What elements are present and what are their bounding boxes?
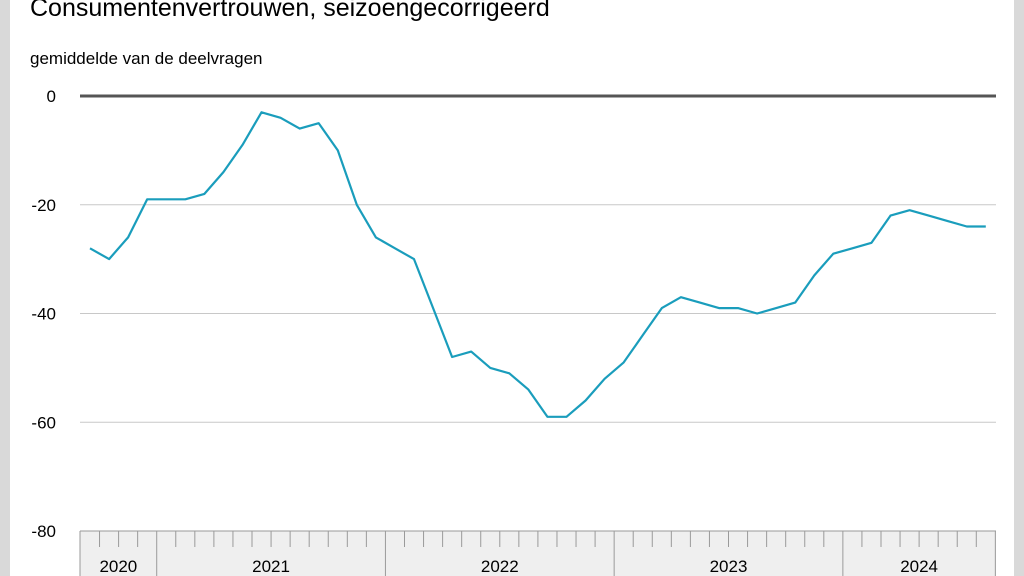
y-tick-label: 0 bbox=[47, 87, 56, 106]
y-axis-label: gemiddelde van de deelvragen bbox=[30, 49, 263, 68]
chart-title: Consumentenvertrouwen, seizoengecorrigee… bbox=[30, 0, 550, 22]
x-year-label: 2020 bbox=[99, 557, 137, 576]
x-year-label: 2021 bbox=[252, 557, 290, 576]
x-axis: 2020 2021 2022 2023 2024 bbox=[79, 530, 996, 576]
y-tick-label: -20 bbox=[31, 196, 56, 215]
y-tick-label: -60 bbox=[31, 413, 56, 432]
series-line bbox=[89, 111, 986, 418]
y-tick-label: -40 bbox=[31, 305, 56, 324]
series-layer bbox=[89, 111, 986, 418]
x-year-label: 2022 bbox=[481, 557, 519, 576]
x-year-label: 2023 bbox=[710, 557, 748, 576]
y-tick-labels: 0 -20 -40 -60 -80 bbox=[31, 87, 56, 541]
gridlines bbox=[80, 94, 996, 423]
x-year-label: 2024 bbox=[900, 557, 938, 576]
y-tick-label: -80 bbox=[31, 522, 56, 541]
